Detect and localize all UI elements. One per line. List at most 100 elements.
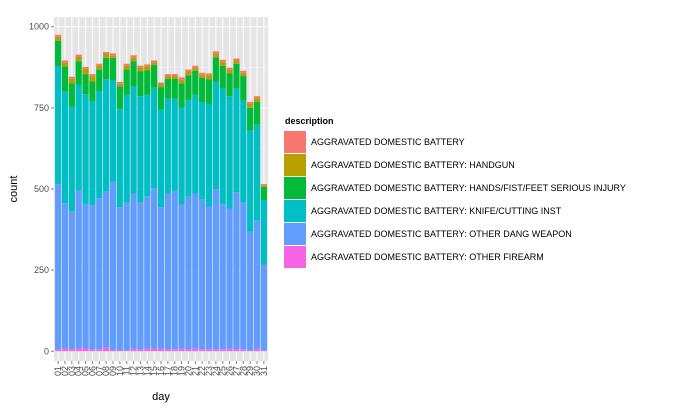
bar-segment [192, 67, 199, 71]
y-tick-label: 500 [34, 184, 49, 194]
y-tick-label: 1000 [29, 22, 49, 32]
legend-label: AGGRAVATED DOMESTIC BATTERY [311, 137, 465, 147]
bar-segment [116, 207, 123, 350]
bar-segment [260, 200, 267, 265]
bar-segment [205, 79, 213, 104]
bar-segment [219, 203, 226, 350]
x-tick-label: 04 [74, 366, 84, 376]
bar-segment [240, 76, 247, 101]
bar-segment [205, 73, 213, 76]
x-tick-label: 08 [101, 366, 111, 376]
bar-segment [144, 70, 151, 95]
bar-segment [226, 73, 233, 97]
bar-segment [233, 192, 240, 350]
bar-segment [192, 65, 199, 68]
bar-segment [199, 349, 206, 352]
bar-segment [226, 208, 233, 349]
bar-segment [157, 84, 165, 88]
bar-segment [226, 67, 233, 70]
x-tick-label: 13 [135, 366, 145, 376]
bar-segment [96, 69, 103, 91]
bar-segment [157, 87, 165, 110]
x-tick-label: 27 [231, 366, 241, 376]
bar-segment [260, 187, 267, 201]
bar-segment [96, 65, 103, 70]
legend-label: AGGRAVATED DOMESTIC BATTERY: OTHER DANG … [311, 229, 572, 239]
bar-segment [68, 83, 75, 107]
x-tick-label: 02 [60, 366, 70, 376]
y-axis: 0 250 500 750 1000 [29, 22, 54, 356]
bar-segment [109, 181, 117, 350]
bar-segment [68, 349, 75, 352]
bar-segment [219, 349, 226, 352]
y-axis-title: count [8, 176, 20, 203]
bar-segment [185, 349, 192, 352]
bar-segment [240, 72, 247, 77]
bar-segment [116, 81, 123, 84]
x-tick-label: 01 [53, 366, 63, 376]
bar-segment [82, 94, 89, 204]
x-tick-label: 03 [67, 366, 77, 376]
bar-segment [55, 66, 62, 185]
bar-segment [96, 349, 103, 352]
bar-segment [75, 348, 82, 352]
bar-segment [199, 74, 206, 79]
x-tick-label: 06 [87, 366, 97, 376]
bar-segment [82, 203, 89, 349]
bar-segment [157, 207, 165, 349]
bar-segment [233, 60, 240, 64]
x-axis-title: day [152, 391, 170, 403]
bar-segment [109, 53, 117, 56]
bar-segment [96, 90, 103, 199]
legend-key [284, 246, 306, 268]
bar-segment [219, 59, 226, 62]
bar-segment [226, 96, 233, 209]
bar-segment [157, 82, 165, 85]
bar-segment [199, 78, 206, 103]
bar-segment [233, 349, 240, 352]
x-tick-label: 25 [218, 366, 228, 376]
legend-key [284, 177, 306, 199]
bar-segment [109, 349, 117, 352]
bar-segment [61, 62, 69, 67]
bar-segment [240, 349, 247, 352]
bar-segment [212, 189, 219, 350]
bar-segment [178, 204, 185, 349]
bar-segment [205, 75, 213, 80]
x-tick-label: 28 [238, 366, 248, 376]
bar-segment [178, 107, 185, 205]
bar-segment [130, 348, 137, 352]
x-tick-label: 22 [197, 366, 207, 376]
x-tick-label: 11 [122, 366, 132, 375]
bar-segment [205, 103, 213, 207]
bar-segment [151, 87, 158, 189]
bar-segment [137, 67, 144, 72]
bar-segment [89, 101, 96, 206]
bar-segment [185, 75, 192, 101]
bar-segment [137, 202, 144, 350]
bar-segment [123, 65, 130, 70]
legend-label: AGGRAVATED DOMESTIC BATTERY: KNIFE/CUTTI… [311, 206, 562, 216]
bar-segment [144, 66, 151, 71]
legend: description AGGRAVATED DOMESTIC BATTERY A… [284, 116, 626, 268]
bar-segment [82, 348, 89, 352]
bar-segment [82, 68, 89, 75]
bar-segment [55, 34, 62, 37]
bar-segment [178, 77, 185, 80]
y-tick-label: 250 [34, 265, 49, 275]
bar-segment [55, 349, 62, 352]
bar-segment [75, 56, 82, 62]
bar-segment [199, 199, 206, 350]
bar-segment [137, 96, 144, 203]
bar-segment [164, 74, 171, 77]
bar-segment [247, 102, 254, 104]
bar-segment [260, 350, 267, 352]
bar-segment [212, 51, 219, 54]
bar-segment [89, 349, 96, 352]
legend-key [284, 223, 306, 245]
bar-segment [61, 66, 69, 92]
bar-segment [178, 79, 185, 84]
bar-segment [171, 190, 178, 350]
bar-segment [212, 53, 219, 58]
bar-segment [185, 71, 192, 76]
